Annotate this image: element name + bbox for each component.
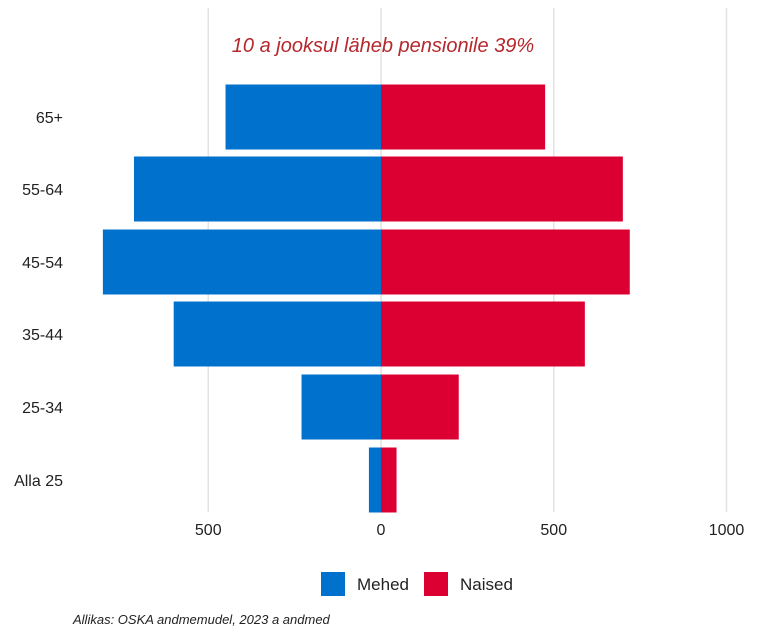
legend-label-naised: Naised	[460, 575, 513, 594]
y-tick-label: Alla 25	[14, 473, 63, 490]
bars	[102, 84, 630, 513]
bar-naised-65+	[381, 84, 546, 150]
x-tick-label: 1000	[709, 522, 745, 539]
bar-naised-55-64	[381, 156, 623, 222]
x-tick-label: 500	[540, 522, 567, 539]
y-axis-labels: Alla 25 25-34 35-44 45-54 55-64 65+	[14, 110, 63, 490]
bar-mehed-45-54	[102, 229, 381, 295]
bar-mehed-55-64	[133, 156, 381, 222]
y-tick-label: 65+	[36, 110, 63, 127]
bar-naised-alla-25	[381, 447, 397, 513]
x-axis-labels: 500 0 500 1000	[195, 522, 745, 539]
legend-label-mehed: Mehed	[357, 575, 409, 594]
y-tick-label: 35-44	[22, 327, 63, 344]
y-tick-label: 55-64	[22, 182, 63, 199]
bar-mehed-65+	[225, 84, 381, 150]
bar-mehed-35-44	[173, 301, 381, 367]
bar-naised-25-34	[381, 374, 459, 440]
y-tick-label: 45-54	[22, 255, 63, 272]
y-tick-label: 25-34	[22, 400, 63, 417]
bar-naised-35-44	[381, 301, 585, 367]
bar-mehed-25-34	[301, 374, 381, 440]
legend: Mehed Naised	[321, 572, 513, 596]
bar-mehed-alla-25	[368, 447, 381, 513]
bar-naised-45-54	[381, 229, 630, 295]
chart-annotation: 10 a jooksul läheb pensionile 39%	[232, 35, 534, 57]
source-note: Allikas: OSKA andmemudel, 2023 a andmed	[73, 612, 330, 627]
legend-swatch-naised	[424, 572, 448, 596]
x-tick-label: 0	[377, 522, 386, 539]
x-tick-label: 500	[195, 522, 222, 539]
legend-swatch-mehed	[321, 572, 345, 596]
